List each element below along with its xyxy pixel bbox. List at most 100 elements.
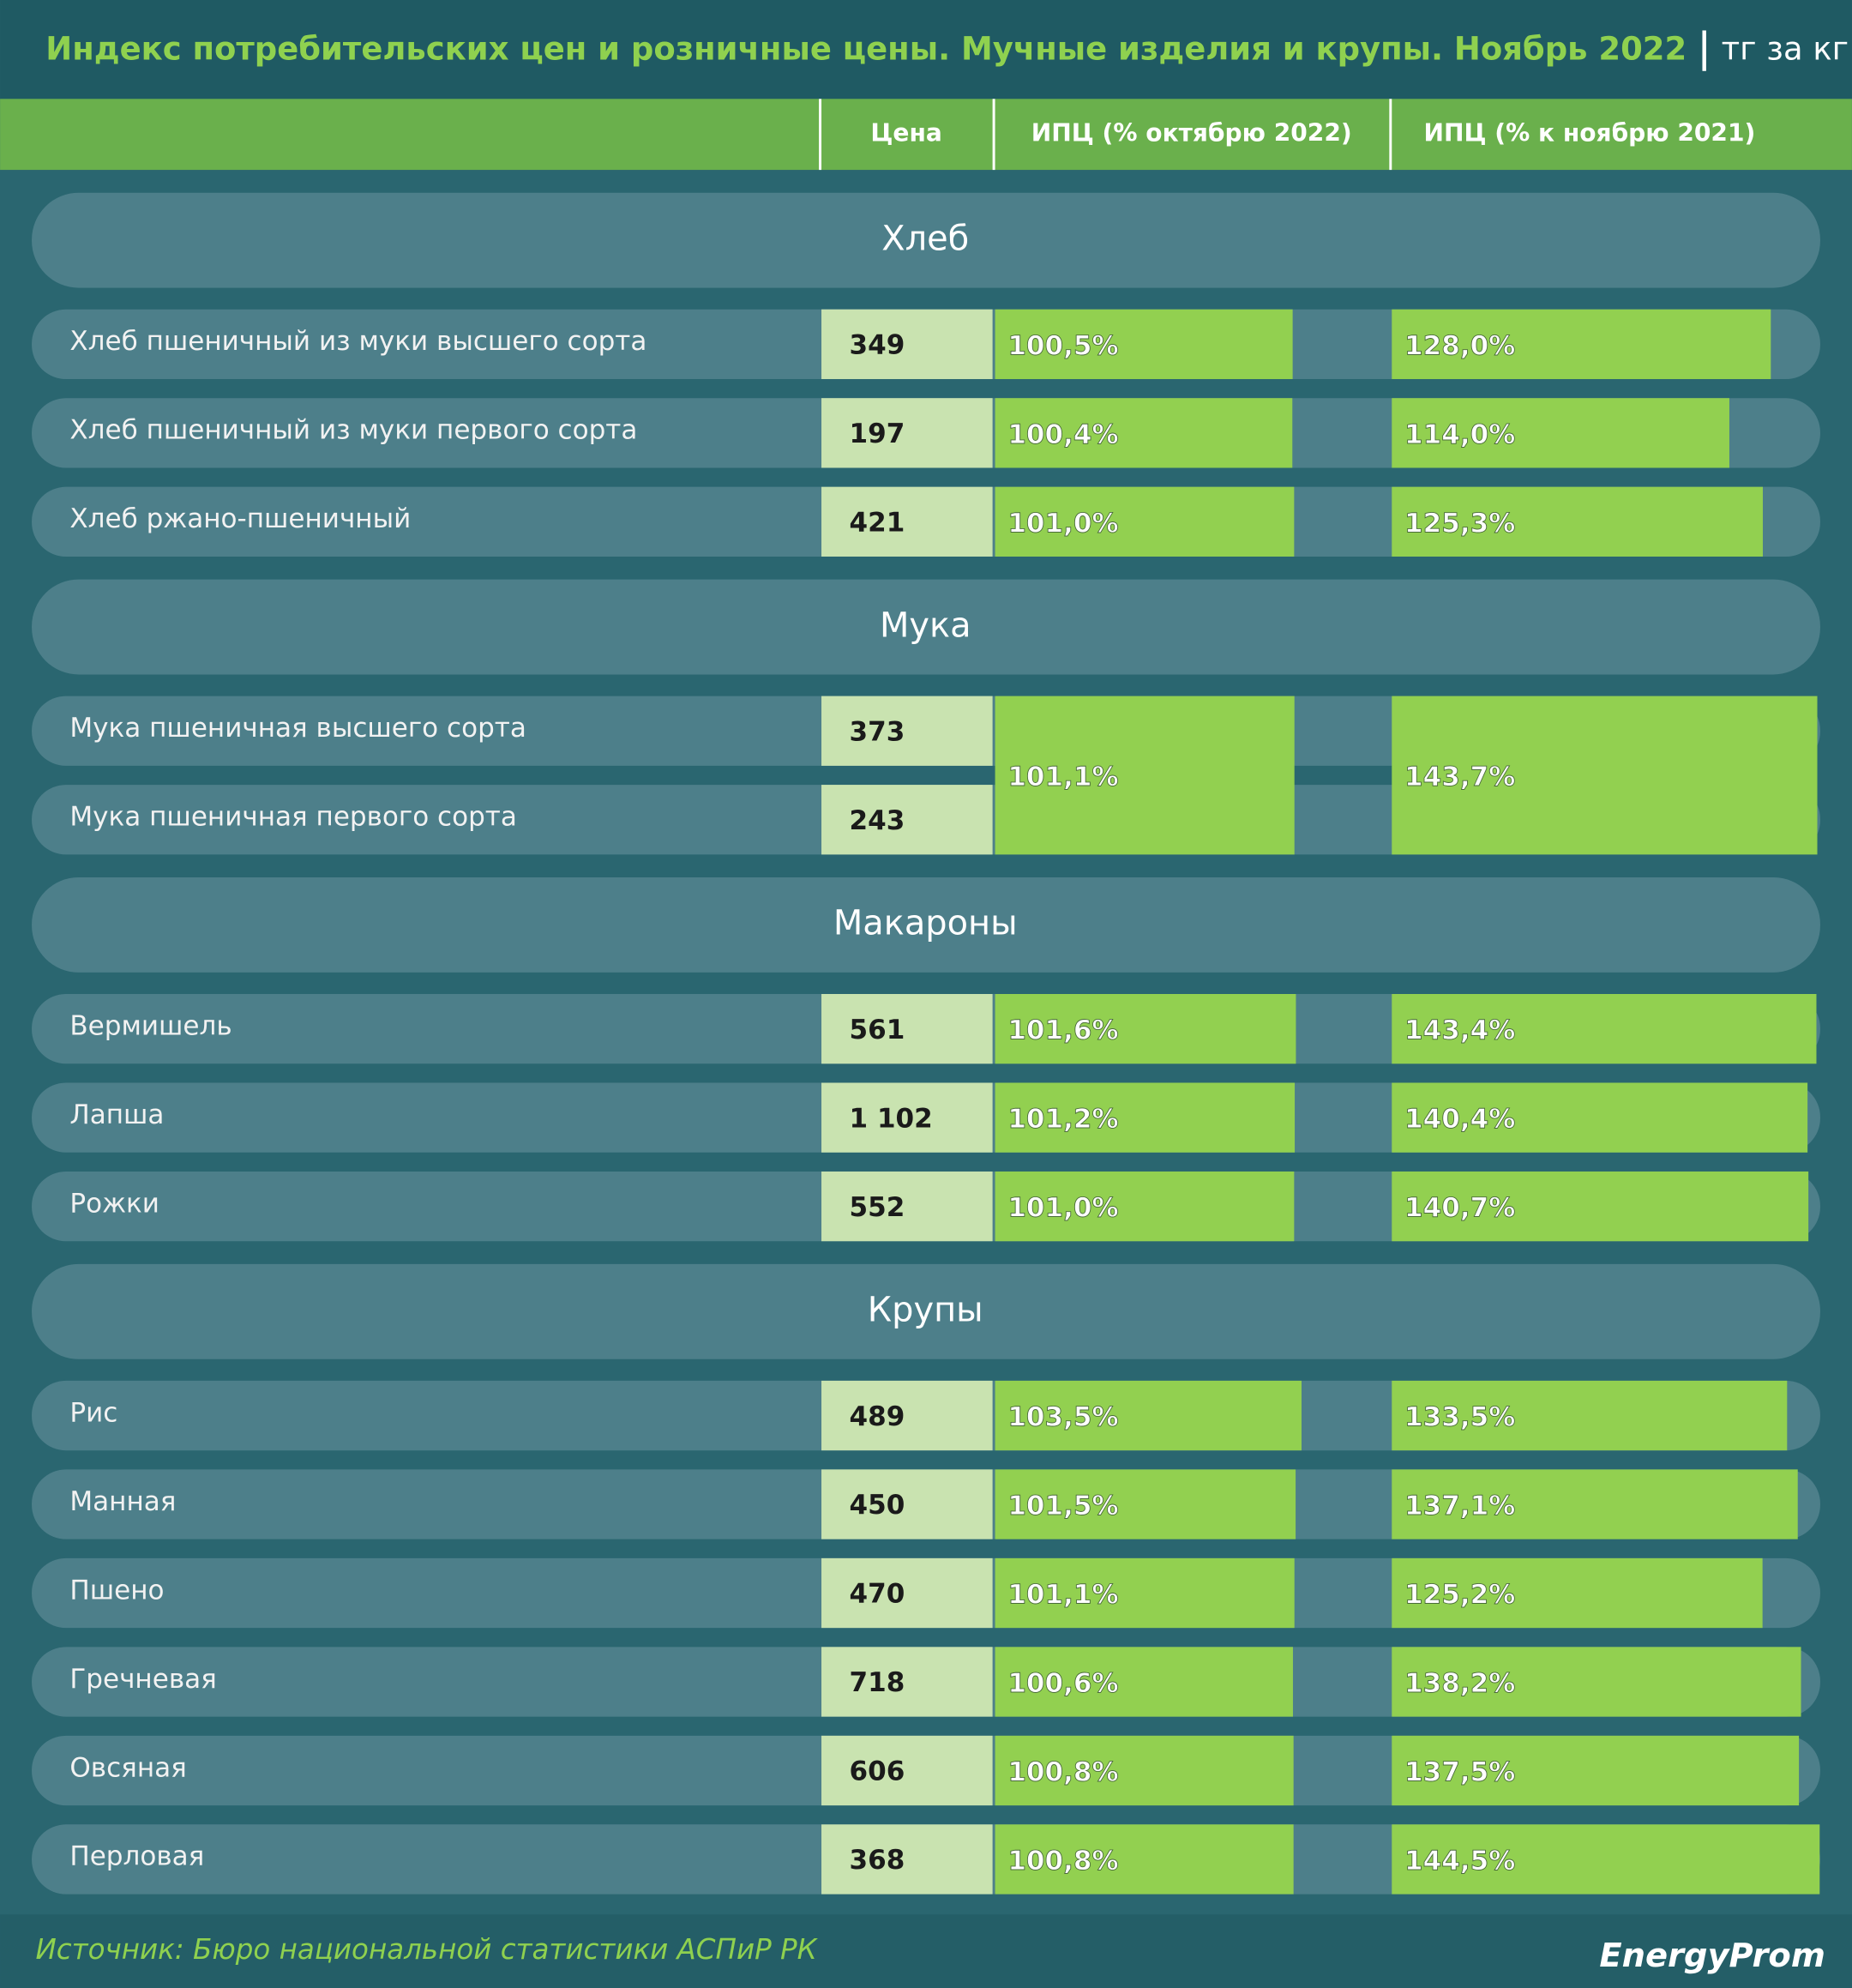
section-title: Макароны <box>833 904 1018 943</box>
logo: EnergyProm <box>1599 1937 1825 1975</box>
section-title: Крупы <box>868 1291 983 1330</box>
source: Источник: Бюро национальной статистики А… <box>35 1933 818 1966</box>
cpi-oct-bar <box>995 1735 1294 1806</box>
cpi-oct-bar <box>995 1647 1293 1717</box>
cpi-oct-bar <box>995 1380 1302 1451</box>
cpi-yoy-bar <box>1392 1557 1763 1629</box>
cpi-oct-bar <box>995 1171 1295 1242</box>
cpi-yoy-label: 125,2% <box>1404 1579 1515 1610</box>
cpi-oct-bar <box>995 1557 1295 1629</box>
title: Индекс потребительских цен и розничные ц… <box>45 31 1687 68</box>
item-name: Пшено <box>69 1575 164 1605</box>
item-name: Хлеб пшеничный из муки высшего сорта <box>69 326 646 357</box>
cpi-yoy-label: 140,7% <box>1404 1193 1515 1224</box>
cpi-yoy-bar <box>1392 309 1771 380</box>
title-band <box>0 0 1852 99</box>
cpi-oct-bar <box>995 994 1296 1064</box>
cpi-yoy-label: 137,5% <box>1404 1756 1515 1787</box>
cpi-yoy-bar <box>1392 1735 1800 1806</box>
price-cell <box>821 309 993 380</box>
price: 349 <box>850 330 905 361</box>
cpi-oct-label: 100,4% <box>1007 419 1118 450</box>
cpi-oct-bar <box>995 309 1293 380</box>
section-pill <box>32 1263 1820 1359</box>
cpi-yoy-bar <box>1392 486 1763 557</box>
price-cell <box>821 1082 993 1153</box>
cpi-oct-label: 101,1% <box>1007 1579 1118 1610</box>
price: 552 <box>850 1192 905 1223</box>
item-name: Лапша <box>69 1099 164 1130</box>
cpi-yoy-label: 137,1% <box>1404 1491 1515 1521</box>
unit: тг за кг <box>1722 31 1849 68</box>
price-cell <box>821 1557 993 1629</box>
header-cpi-yoy: ИПЦ (% к ноябрю 2021) <box>1423 119 1755 148</box>
cpi-yoy-bar <box>1392 1647 1801 1717</box>
table-body: Хлеб Хлеб пшеничный из муки высшего сорта… <box>32 192 1820 1895</box>
cpi-oct-bar <box>995 1469 1296 1539</box>
price: 368 <box>850 1845 905 1876</box>
cpi-yoy-bar <box>1392 398 1729 468</box>
price-cell <box>821 696 993 766</box>
price: 197 <box>850 419 905 449</box>
cpi-oct-label: 101,2% <box>1007 1104 1118 1135</box>
cpi-yoy-bar <box>1392 1824 1820 1895</box>
item-name: Перловая <box>69 1841 204 1872</box>
cpi-oct-label: 101,5% <box>1007 1491 1118 1521</box>
cpi-oct-label: 101,0% <box>1007 1193 1118 1224</box>
price-cell <box>821 1469 993 1539</box>
price-cell <box>821 1735 993 1806</box>
cpi-yoy-label: 128,0% <box>1404 330 1515 361</box>
header-price: Цена <box>870 119 941 148</box>
item-name: Хлеб ржано-пшеничный <box>69 503 411 534</box>
cpi-yoy-label: 140,4% <box>1404 1104 1515 1135</box>
section-title: Мука <box>880 605 971 645</box>
cpi-oct-label: 101,6% <box>1007 1015 1118 1046</box>
cpi-oct-label: 100,6% <box>1007 1668 1118 1699</box>
section-pill <box>32 192 1820 288</box>
cpi-oct-bar <box>995 398 1293 468</box>
price-cell <box>821 1647 993 1717</box>
cpi-oct-bar <box>995 1824 1294 1895</box>
header-band <box>0 99 1852 171</box>
cpi-oct-label: 100,5% <box>1007 330 1118 361</box>
item-name: Вермишель <box>69 1010 232 1041</box>
section-pill <box>32 579 1820 675</box>
header-divider <box>1389 99 1392 171</box>
cpi-yoy-label: 143,4% <box>1404 1015 1515 1046</box>
item-name: Гречневая <box>69 1664 216 1695</box>
cpi-yoy-bar <box>1392 1469 1798 1539</box>
price: 373 <box>850 716 905 747</box>
cpi-yoy-label: 143,7% <box>1404 762 1515 792</box>
title-separator <box>1702 30 1706 71</box>
cpi-oct-bar <box>995 1082 1296 1153</box>
price-cell <box>821 1171 993 1242</box>
price-cell <box>821 994 993 1064</box>
cpi-yoy-label: 138,2% <box>1404 1668 1515 1699</box>
cpi-oct-bar <box>995 486 1295 557</box>
price: 718 <box>850 1667 905 1698</box>
cpi-yoy-bar <box>1392 1082 1808 1153</box>
section-title: Хлеб <box>881 219 969 258</box>
price: 489 <box>850 1401 905 1432</box>
header-divider <box>992 99 995 171</box>
price: 606 <box>850 1756 905 1787</box>
price: 421 <box>850 508 905 539</box>
cpi-yoy-bar <box>1392 1380 1788 1451</box>
cpi-yoy-label: 114,0% <box>1404 419 1515 450</box>
price-cell <box>821 1380 993 1451</box>
price: 1 102 <box>850 1103 933 1134</box>
item-name: Мука пшеничная высшего сорта <box>69 713 526 744</box>
cpi-oct-label: 100,8% <box>1007 1846 1118 1877</box>
cpi-yoy-label: 133,5% <box>1404 1401 1515 1432</box>
item-name: Мука пшеничная первого сорта <box>69 802 517 833</box>
item-name: Овсяная <box>69 1752 186 1783</box>
item-name: Хлеб пшеничный из муки первого сорта <box>69 415 637 446</box>
price-cell <box>821 398 993 468</box>
cpi-yoy-bar <box>1392 1171 1809 1242</box>
cpi-oct-label: 101,1% <box>1007 762 1118 792</box>
cpi-oct-label: 101,0% <box>1007 508 1118 539</box>
cpi-yoy-bar <box>1392 696 1818 855</box>
cpi-yoy-label: 144,5% <box>1404 1846 1515 1877</box>
header-cpi-oct: ИПЦ (% октябрю 2022) <box>1031 119 1352 148</box>
